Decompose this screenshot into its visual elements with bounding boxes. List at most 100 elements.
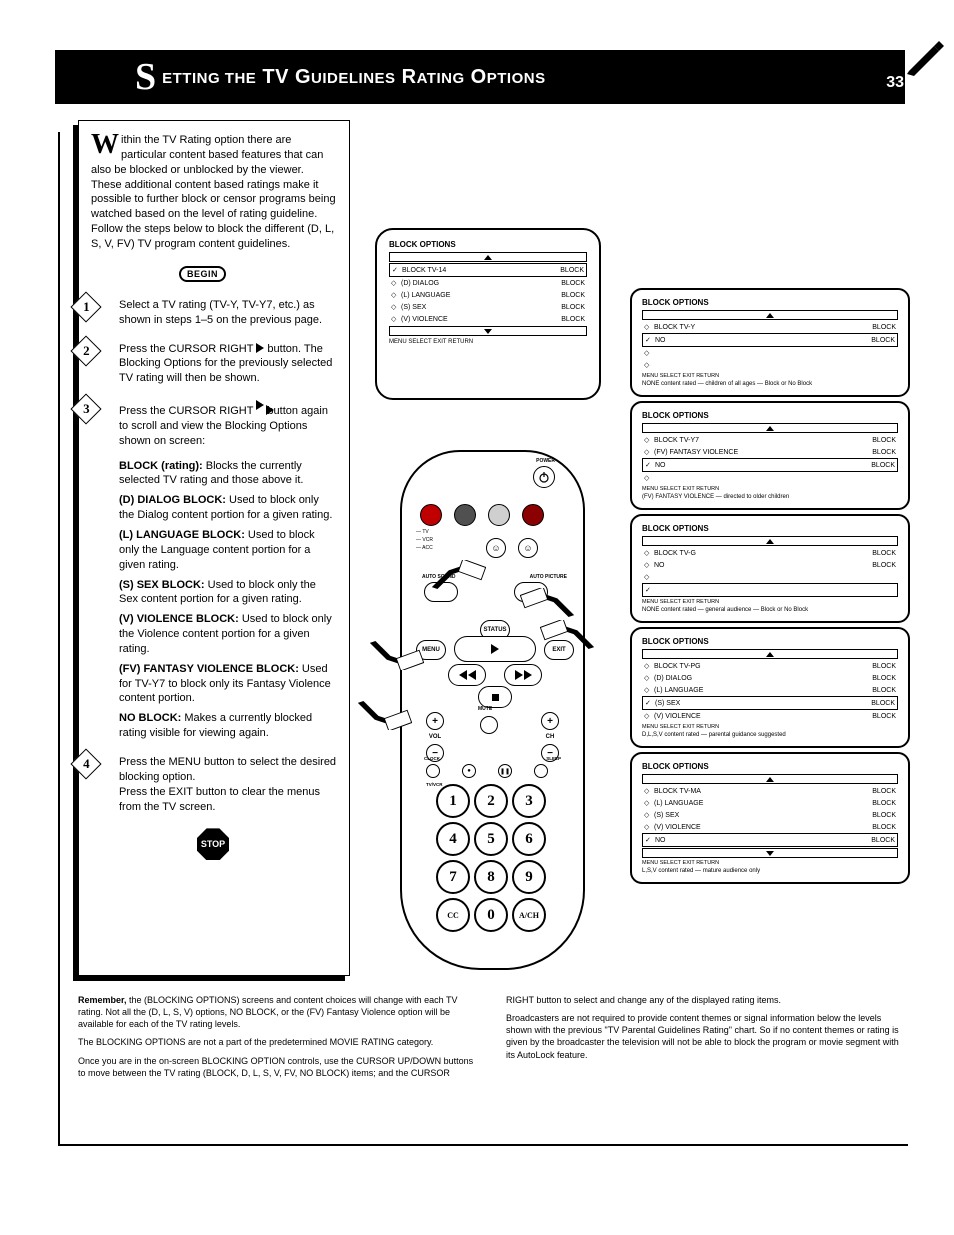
menu-item-value: BLOCK	[561, 292, 585, 299]
step3-option: (L) LANGUAGE BLOCK: Used to block only t…	[119, 528, 337, 573]
auto-picture-label: AUTO PICTURE	[530, 574, 567, 580]
pointing-hand-icon	[540, 620, 596, 650]
rewind-icon	[459, 670, 476, 680]
smile-button-1[interactable]: ☺	[486, 538, 506, 558]
scroll-down[interactable]	[642, 848, 898, 858]
keypad-key[interactable]: 8	[474, 860, 508, 894]
bottom-paragraph: Remember, the (BLOCKING OPTIONS) screens…	[78, 994, 480, 1030]
clock-button[interactable]	[426, 764, 440, 778]
menu-item-label: NO	[655, 837, 871, 844]
panel-row[interactable]: ◇(V) VIOLENCEBLOCK	[642, 710, 898, 722]
menu-item-label: BLOCK TV-MA	[654, 788, 872, 795]
color-button[interactable]	[522, 504, 544, 526]
keypad-key[interactable]: 4	[436, 822, 470, 856]
pencil-icon	[904, 36, 944, 76]
panel-row[interactable]: ◇(S) SEXBLOCK	[642, 809, 898, 821]
keypad-key[interactable]: 0	[474, 898, 508, 932]
menu-mark: ✓	[645, 461, 655, 469]
tv-menu-row[interactable]: ◇(V) VIOLENCEBLOCK	[389, 313, 587, 325]
panel-row[interactable]: ✓NOBLOCK	[642, 333, 898, 347]
menu-item-label: (FV) FANTASY VIOLENCE	[654, 449, 872, 456]
panel-row[interactable]: ◇	[642, 359, 898, 371]
begin-badge: BEGIN	[179, 266, 226, 282]
scroll-up[interactable]	[642, 310, 898, 320]
pause-button[interactable]: ❚❚	[498, 764, 512, 778]
keypad-key[interactable]: A/CH	[512, 898, 546, 932]
panel-meta: D,L,S,V content rated — parental guidanc…	[642, 732, 898, 738]
panel-row[interactable]: ◇NOBLOCK	[642, 559, 898, 571]
play-icon	[491, 644, 499, 654]
step3-option: (FV) FANTASY VIOLENCE BLOCK: Used for TV…	[119, 662, 337, 707]
fast-forward-icon	[515, 670, 532, 680]
small-row: ● ❚❚	[426, 764, 548, 778]
vol-up-button[interactable]: +	[426, 712, 444, 730]
keypad-key[interactable]: 3	[512, 784, 546, 818]
menu-mark: ◇	[644, 561, 654, 569]
color-button[interactable]	[420, 504, 442, 526]
panel-row[interactable]: ◇(L) LANGUAGEBLOCK	[642, 797, 898, 809]
scroll-up[interactable]	[642, 649, 898, 659]
tv-menu-row[interactable]: ◇(D) DIALOGBLOCK	[389, 277, 587, 289]
scroll-up[interactable]	[389, 252, 587, 262]
sleep-button[interactable]	[534, 764, 548, 778]
panel-row[interactable]: ◇(L) LANGUAGEBLOCK	[642, 684, 898, 696]
keypad-key[interactable]: 1	[436, 784, 470, 818]
rec-button[interactable]: ●	[462, 764, 476, 778]
panel-row[interactable]: ✓NOBLOCK	[642, 458, 898, 472]
menu-item-label: (D) DIALOG	[654, 675, 872, 682]
menu-item-value: BLOCK	[872, 324, 896, 331]
color-button[interactable]	[488, 504, 510, 526]
scroll-up[interactable]	[642, 423, 898, 433]
menu-mark: ◇	[644, 436, 654, 444]
smile-button-2[interactable]: ☺	[518, 538, 538, 558]
tv-menu-row[interactable]: ✓BLOCK TV-14BLOCK	[389, 263, 587, 277]
scroll-up[interactable]	[642, 774, 898, 784]
tv-screen: BLOCK OPTIONS ✓BLOCK TV-14BLOCK◇(D) DIAL…	[375, 228, 601, 400]
cursor-ff-button[interactable]	[504, 664, 542, 686]
panel-row[interactable]: ◇	[642, 472, 898, 484]
panel-title: BLOCK OPTIONS	[642, 298, 898, 307]
panel-row[interactable]: ◇(D) DIALOGBLOCK	[642, 672, 898, 684]
color-button[interactable]	[454, 504, 476, 526]
panel-row[interactable]: ◇BLOCK TV-GBLOCK	[642, 547, 898, 559]
vol-group: + VOL −	[426, 712, 444, 762]
power-button[interactable]	[533, 466, 555, 488]
menu-item-value: BLOCK	[871, 462, 895, 469]
scroll-down[interactable]	[389, 326, 587, 336]
tv-menu-row[interactable]: ◇(S) SEXBLOCK	[389, 301, 587, 313]
panel-row[interactable]: ◇BLOCK TV-MABLOCK	[642, 785, 898, 797]
cursor-rewind-button[interactable]	[448, 664, 486, 686]
menu-item-label: BLOCK TV-G	[654, 550, 872, 557]
scroll-up[interactable]	[642, 536, 898, 546]
tv-menu-row[interactable]: ◇(L) LANGUAGEBLOCK	[389, 289, 587, 301]
keypad-key[interactable]: 2	[474, 784, 508, 818]
panel-row[interactable]: ◇BLOCK TV-PGBLOCK	[642, 660, 898, 672]
menu-item-value: BLOCK	[872, 449, 896, 456]
keypad-key[interactable]: 5	[474, 822, 508, 856]
menu-item-label: (L) LANGUAGE	[654, 687, 872, 694]
intro-dropcap: W	[91, 133, 119, 157]
right-panel: BLOCK OPTIONS◇BLOCK TV-PGBLOCK◇(D) DIALO…	[630, 627, 910, 748]
cursor-stop-button[interactable]	[478, 686, 512, 708]
keypad-key[interactable]: 7	[436, 860, 470, 894]
step3-option: (S) SEX BLOCK: Used to block only the Se…	[119, 578, 337, 608]
panel-row[interactable]: ◇	[642, 571, 898, 583]
menu-item-label: (S) SEX	[655, 700, 871, 707]
panel-row[interactable]: ✓	[642, 583, 898, 597]
keypad-key[interactable]: 6	[512, 822, 546, 856]
panel-row[interactable]: ◇BLOCK TV-YBLOCK	[642, 321, 898, 333]
mute-button[interactable]	[480, 716, 498, 734]
cursor-play-button[interactable]	[454, 636, 536, 662]
step-4: 4 Press the MENU button to select the de…	[119, 755, 337, 814]
mode-label: ACC	[416, 544, 433, 552]
vertical-rule	[58, 132, 60, 1146]
panel-row[interactable]: ◇(FV) FANTASY VIOLENCEBLOCK	[642, 446, 898, 458]
panel-row[interactable]: ◇BLOCK TV-Y7BLOCK	[642, 434, 898, 446]
keypad-key[interactable]: CC	[436, 898, 470, 932]
ch-up-button[interactable]: +	[541, 712, 559, 730]
panel-row[interactable]: ◇(V) VIOLENCEBLOCK	[642, 821, 898, 833]
keypad-key[interactable]: 9	[512, 860, 546, 894]
panel-row[interactable]: ◇	[642, 347, 898, 359]
panel-row[interactable]: ✓NOBLOCK	[642, 833, 898, 847]
panel-row[interactable]: ✓(S) SEXBLOCK	[642, 696, 898, 710]
